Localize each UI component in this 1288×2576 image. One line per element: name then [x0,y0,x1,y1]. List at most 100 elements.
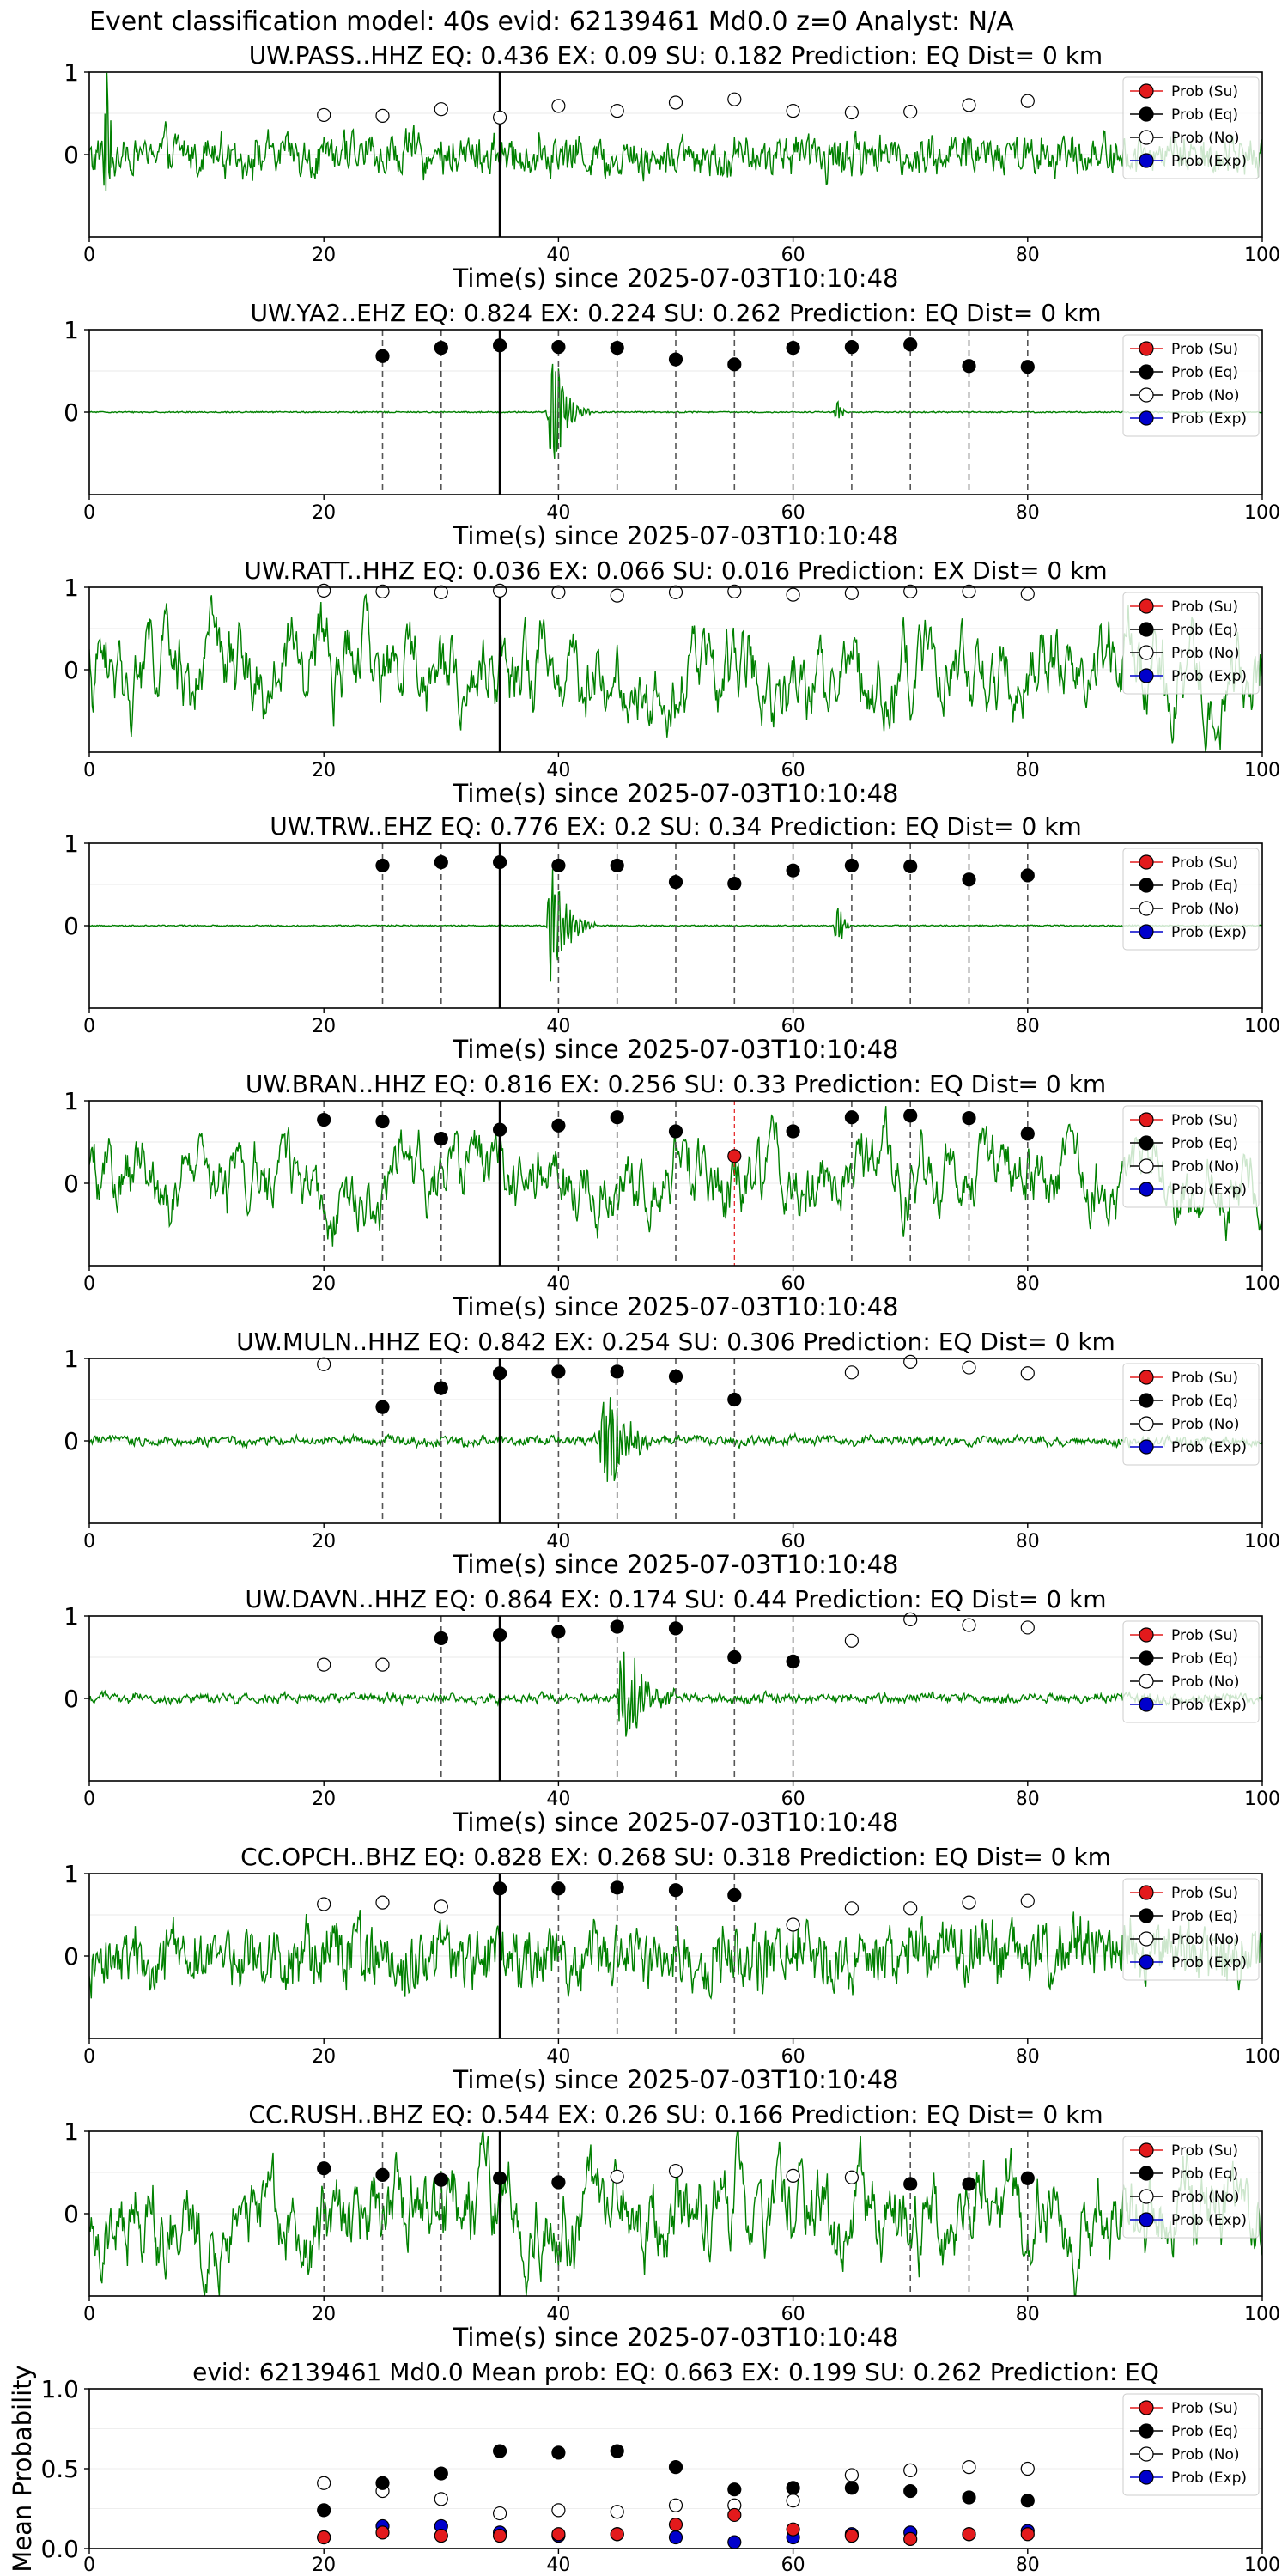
prob-point-eq [786,1654,800,1668]
legend-label-exp: Prob (Exp) [1171,153,1247,170]
mean-point-su [786,2522,800,2537]
xtick-label: 100 [1244,1789,1280,1810]
prob-point-no [844,105,860,120]
legend-label-su: Prob (Su) [1171,1112,1238,1129]
xtick-label: 60 [781,245,805,266]
legend-marker-exp [1139,410,1154,426]
prob-point-eq [962,359,976,374]
legend-label-no: Prob (No) [1171,130,1240,147]
mean-point-exp [727,2535,742,2549]
prob-point-eq [610,1364,624,1379]
prob-point-eq [375,349,390,363]
legend-label-exp: Prob (Exp) [1171,1439,1247,1456]
xtick-label: 60 [781,2304,805,2325]
prob-point-eq [492,2171,507,2185]
prob-point-no [786,2168,800,2183]
mean-point-no [551,2503,566,2518]
ytick-label: 1 [64,58,79,87]
mean-point-su [903,2531,918,2546]
legend-label-exp: Prob (Exp) [1171,410,1247,428]
prob-point-eq [317,2161,331,2176]
xtick-label: 0 [83,760,95,781]
prob-point-eq [962,1111,976,1126]
prob-point-no [434,585,448,599]
xtick-label: 40 [546,2555,570,2576]
ytick-label: 0 [64,1427,79,1455]
legend-marker-su [1139,83,1154,99]
mean-point-su [844,2529,860,2543]
prob-point-no [375,1657,390,1672]
prob-point-eq [962,872,976,887]
mean-point-su [1020,2527,1035,2542]
legend-label-eq: Prob (Eq) [1171,2423,1238,2440]
prob-point-no [610,104,624,118]
xtick-label: 80 [1016,245,1040,266]
xtick-label: 80 [1016,1273,1040,1295]
ytick-label: 0.5 [40,2455,79,2483]
panel-title: UW.BRAN..HHZ EQ: 0.816 EX: 0.256 SU: 0.3… [246,1070,1106,1098]
xtick-label: 100 [1244,2304,1280,2325]
legend-label-exp: Prob (Exp) [1171,2212,1247,2229]
prob-point-no [551,585,566,599]
prob-point-no [375,108,390,123]
ytick-label: 1.0 [40,2375,79,2403]
xtick-label: 80 [1016,2304,1040,2325]
legend-label-no: Prob (No) [1171,1158,1240,1176]
panel-title: CC.OPCH..BHZ EQ: 0.828 EX: 0.268 SU: 0.3… [240,1843,1111,1871]
prob-point-eq [434,1132,448,1146]
prob-point-eq [727,876,742,891]
prob-point-no [317,1657,331,1672]
prob-point-eq [610,341,624,355]
legend-marker-no [1139,387,1154,403]
prob-point-no [434,1899,448,1914]
legend-label-no: Prob (No) [1171,2189,1240,2206]
mean-point-no [317,2476,331,2490]
xtick-label: 80 [1016,1016,1040,1037]
xtick-label: 0 [83,1273,95,1295]
station-panel-uw-muln--hhz: UW.MULN..HHZ EQ: 0.842 EX: 0.254 SU: 0.3… [64,1327,1280,1579]
prob-point-eq [727,1887,742,1903]
prob-point-no [1020,94,1035,108]
waveform-trace [89,593,1262,752]
ytick-label: 1 [64,829,79,858]
station-panel-cc-opch--bhz: CC.OPCH..BHZ EQ: 0.828 EX: 0.268 SU: 0.3… [64,1843,1280,2094]
mean-point-exp [668,2530,683,2545]
xtick-label: 20 [312,502,336,524]
prob-point-eq [434,341,448,355]
mean-point-eq [492,2444,507,2458]
legend-marker-eq [1139,2423,1154,2439]
legend-label-eq: Prob (Eq) [1171,1393,1238,1410]
xtick-label: 60 [781,1273,805,1295]
prob-point-no [1020,586,1035,601]
xtick-label: 80 [1016,2046,1040,2068]
ytick-label: 1 [64,574,79,602]
prob-point-eq [962,2177,976,2191]
ytick-label: 0 [64,656,79,684]
prob-point-eq [492,1366,507,1381]
x-axis-label: Time(s) since 2025-07-03T10:10:48 [453,1292,899,1321]
prob-point-eq [727,1649,742,1665]
station-panel-uw-bran--hhz: UW.BRAN..HHZ EQ: 0.816 EX: 0.256 SU: 0.3… [64,1070,1280,1321]
xtick-label: 60 [781,1016,805,1037]
mean-point-su [317,2530,331,2545]
panel-title: UW.MULN..HHZ EQ: 0.842 EX: 0.254 SU: 0.3… [236,1327,1115,1356]
panel-title: UW.YA2..EHZ EQ: 0.824 EX: 0.224 SU: 0.26… [251,299,1102,327]
legend-marker-exp [1139,924,1154,939]
legend-marker-su [1139,2400,1154,2415]
legend-label-no: Prob (No) [1171,645,1240,662]
prob-point-eq [317,1112,331,1127]
prob-point-eq [375,1400,390,1414]
xtick-label: 100 [1244,502,1280,524]
mean-point-no [962,2460,976,2475]
prob-point-eq [551,2175,566,2190]
legend-label-su: Prob (Su) [1171,598,1238,616]
legend-label-su: Prob (Su) [1171,83,1238,100]
ytick-label: 0.0 [40,2535,79,2563]
ytick-label: 1 [64,1087,79,1115]
prob-point-no [844,586,860,600]
ytick-label: 0 [64,912,79,940]
xtick-label: 0 [83,245,95,266]
station-panel-uw-davn--hhz: UW.DAVN..HHZ EQ: 0.864 EX: 0.174 SU: 0.4… [64,1585,1280,1837]
prob-point-eq [1020,2171,1035,2185]
